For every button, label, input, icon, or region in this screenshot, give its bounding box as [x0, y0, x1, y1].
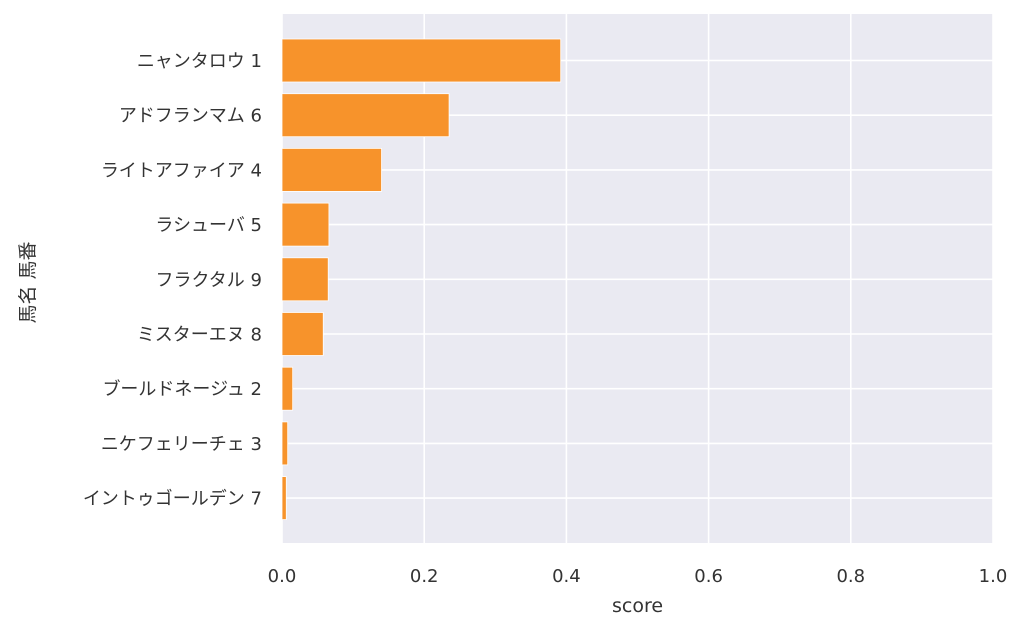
- bar: [281, 421, 289, 466]
- y-tick-label: フラクタル 9: [156, 270, 262, 291]
- bar: [281, 93, 450, 138]
- x-tick-label: 0.2: [410, 566, 439, 587]
- bar: [281, 257, 329, 302]
- bar: [281, 476, 287, 521]
- y-tick-label: アドフランマム 6: [119, 106, 262, 127]
- x-tick-label: 0.6: [694, 566, 723, 587]
- bar: [281, 147, 382, 192]
- y-tick-label: ブールドネージュ 2: [102, 378, 262, 400]
- y-tick-labels: ニャンタロウ 1 アドフランマム 6 ライトアファイア 4 ラシューバ 5 フラクタル …: [83, 51, 262, 510]
- y-tick-label: イントゥゴールデン 7: [83, 489, 262, 510]
- bar: [281, 312, 324, 356]
- x-tick-label: 0.4: [552, 566, 581, 587]
- x-tick-label: 1.0: [979, 566, 1008, 587]
- bar: [281, 366, 294, 411]
- x-tick-label: 0.8: [836, 566, 865, 587]
- bar: [281, 202, 330, 247]
- x-axis-label: score: [612, 595, 663, 617]
- y-tick-label: ニケフェリーチェ 3: [101, 434, 262, 455]
- y-tick-label: ミスターエヌ 8: [137, 325, 262, 346]
- x-tick-label: 0.0: [268, 566, 297, 587]
- y-tick-label: ライトアファイア 4: [101, 160, 262, 181]
- bar: [281, 38, 562, 83]
- y-tick-label: ニャンタロウ 1: [137, 51, 262, 72]
- y-tick-label: ラシューバ 5: [155, 215, 262, 236]
- y-axis-label: 馬名 馬番: [17, 241, 39, 323]
- x-tick-labels: 0.0 0.2 0.4 0.6 0.8 1.0: [268, 566, 1008, 587]
- bars: [281, 38, 562, 521]
